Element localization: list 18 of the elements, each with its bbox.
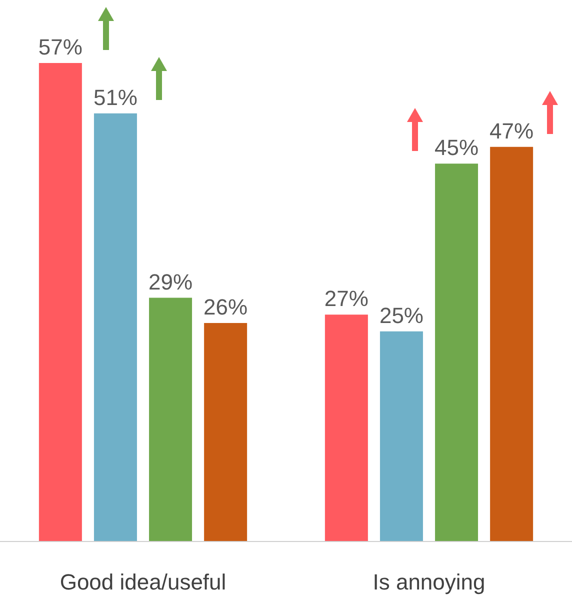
data-label: 26% [204,294,248,320]
bar [94,113,137,541]
data-label: 47% [490,118,534,144]
data-label: 29% [148,269,193,294]
bar [149,298,192,541]
bar [38,63,82,541]
bar [204,322,248,541]
bar [380,331,423,541]
data-label: 57% [38,34,82,60]
x-tick-label: Is annoying [372,570,486,594]
data-label: 27% [324,286,368,312]
data-label: 25% [379,302,424,328]
x-tick-label: Good idea/useful [60,570,226,594]
data-label: 51% [93,84,138,110]
bar [324,314,368,541]
data-label: 45% [434,135,479,160]
bar [435,164,478,541]
bar [490,146,534,541]
